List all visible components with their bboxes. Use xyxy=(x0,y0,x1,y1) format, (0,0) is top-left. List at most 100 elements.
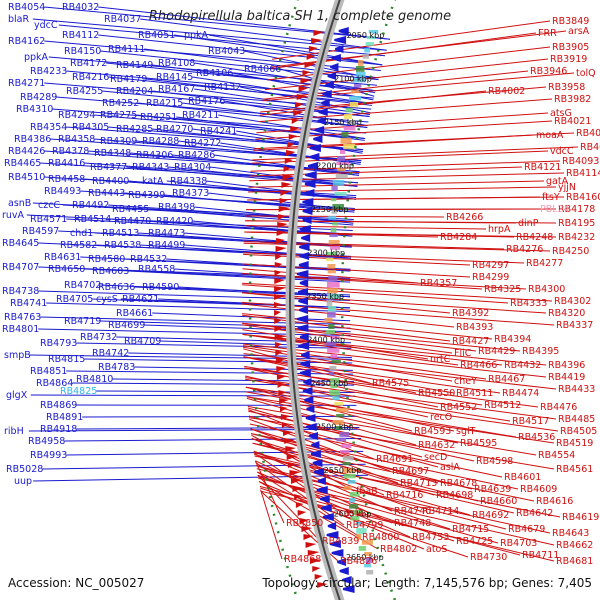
feature-strip xyxy=(343,486,352,491)
gene-label: RB4211 xyxy=(182,110,219,121)
reverse-gene-arrow xyxy=(334,36,347,44)
reverse-gene-arrow xyxy=(308,432,319,440)
feature-strip xyxy=(340,450,350,454)
forward-gene-arrow xyxy=(277,222,288,228)
feature-strip xyxy=(327,312,336,318)
gene-label: smpB xyxy=(4,350,31,361)
forward-gene-arrow xyxy=(311,38,323,44)
right-connector-line xyxy=(242,268,419,284)
reverse-gene-arrow xyxy=(301,351,310,359)
gene-label: RB4713 xyxy=(400,478,437,489)
gene-label: RB4753 xyxy=(412,532,449,543)
forward-gene-arrow xyxy=(276,366,287,372)
feature-strip xyxy=(336,438,347,442)
gene-label: RB4645 xyxy=(2,238,39,249)
forward-gene-arrow xyxy=(300,78,312,84)
gene-label: RB4285 xyxy=(116,124,153,135)
gene-label: RB4043 xyxy=(208,46,245,57)
gene-label: cysS xyxy=(96,294,118,305)
gene-label: RB4793 xyxy=(40,338,77,349)
gene-label: RB4393 xyxy=(456,322,493,333)
gene-label: RB4851 xyxy=(30,366,67,377)
gene-label: RB4864 xyxy=(36,378,73,389)
left-connector-line xyxy=(30,394,356,397)
right-connector-line xyxy=(244,225,487,230)
forward-gene-arrow xyxy=(317,582,328,588)
gene-label: RB4725 xyxy=(456,536,493,547)
gene-label: RB4850 xyxy=(286,518,323,529)
feature-strip xyxy=(362,54,369,59)
right-connector-line xyxy=(257,471,411,538)
right-connector-line xyxy=(272,20,551,60)
topology-summary: Topology: circular; Length: 7,145,576 bp… xyxy=(261,576,592,590)
feature-strip xyxy=(350,516,360,521)
feature-strip xyxy=(347,480,356,484)
right-connector-line xyxy=(249,423,503,478)
gene-label: RB4071 xyxy=(580,142,600,153)
gene-label: RB4476 xyxy=(540,402,577,413)
gene-label: RB4783 xyxy=(98,362,135,373)
forward-gene-arrow xyxy=(301,526,313,532)
gene-label: RB4114 xyxy=(566,168,600,179)
gene-label: RB4958 xyxy=(28,436,65,447)
feature-strip xyxy=(355,66,365,72)
feature-strip xyxy=(329,246,341,250)
gene-label: RB4738 xyxy=(2,286,39,297)
reverse-gene-arrow xyxy=(310,450,321,458)
left-connector-line xyxy=(112,378,354,382)
reverse-gene-arrow xyxy=(313,135,323,143)
gene-label: RB4575 xyxy=(372,378,409,389)
reverse-gene-arrow xyxy=(298,288,309,296)
gene-label: RB4470 xyxy=(114,216,151,227)
gene-label: RB4272 xyxy=(184,138,221,149)
kbp-tick-label: 2350 kbp xyxy=(306,292,344,301)
right-connector-line xyxy=(251,433,473,490)
gene-label: ruvA xyxy=(2,210,25,221)
gene-label: yjjN xyxy=(558,182,576,193)
gene-label: dinP xyxy=(518,218,539,229)
gene-label: RB4719 xyxy=(64,316,101,327)
gene-label: FliC xyxy=(454,348,472,359)
forward-gene-arrow xyxy=(285,446,296,452)
left-connector-line xyxy=(172,154,360,176)
forward-gene-arrow xyxy=(304,62,316,68)
feature-strip xyxy=(356,534,362,540)
reverse-gene-arrow xyxy=(338,27,349,35)
gene-label: asnB xyxy=(8,198,31,209)
gene-label: RB4325 xyxy=(484,284,521,295)
gene-label: RB4394 xyxy=(494,334,531,345)
outer-dashed-ring xyxy=(248,0,299,600)
gene-label: RB4512 xyxy=(484,400,521,411)
reverse-gene-arrow xyxy=(306,405,315,413)
left-connector-line xyxy=(194,88,371,116)
forward-gene-arrow xyxy=(274,326,283,332)
gene-label: RB4732 xyxy=(80,332,117,343)
gene-label: RB4707 xyxy=(2,262,39,273)
gene-label: RB4601 xyxy=(504,472,541,483)
reverse-gene-arrow xyxy=(305,423,317,431)
reverse-gene-arrow xyxy=(296,270,309,278)
gene-label: RB4801 xyxy=(2,324,39,335)
gene-label: RB4443 xyxy=(88,188,125,199)
left-connector-line xyxy=(26,214,353,232)
gene-label: RB4505 xyxy=(560,426,597,437)
gene-label: RB4499 xyxy=(148,240,185,251)
feature-strip xyxy=(361,540,373,545)
feature-strip xyxy=(329,390,341,396)
gene-label: RB4041 xyxy=(576,128,600,139)
gene-label: RB4419 xyxy=(548,372,585,383)
reverse-gene-arrow xyxy=(311,441,320,449)
forward-gene-arrow xyxy=(280,190,289,196)
feature-strip xyxy=(328,324,335,330)
gene-label: RB4532 xyxy=(130,254,167,265)
gene-label: ydcC xyxy=(34,20,58,31)
left-connector-line xyxy=(208,34,383,66)
gene-label: RB4145 xyxy=(156,72,193,83)
gene-label: RB4621 xyxy=(122,294,159,305)
gene-label: RB4248 xyxy=(516,232,553,243)
gene-label: blaR xyxy=(8,14,29,25)
feature-strip xyxy=(342,462,351,466)
forward-gene-arrow xyxy=(296,94,307,100)
left-connector-line xyxy=(192,76,373,105)
